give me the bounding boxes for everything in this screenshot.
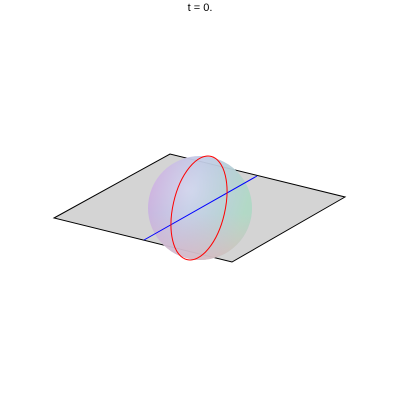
axis-line (143, 175, 258, 241)
frame-title: t = 0. (187, 2, 213, 14)
great-circle (170, 155, 228, 261)
